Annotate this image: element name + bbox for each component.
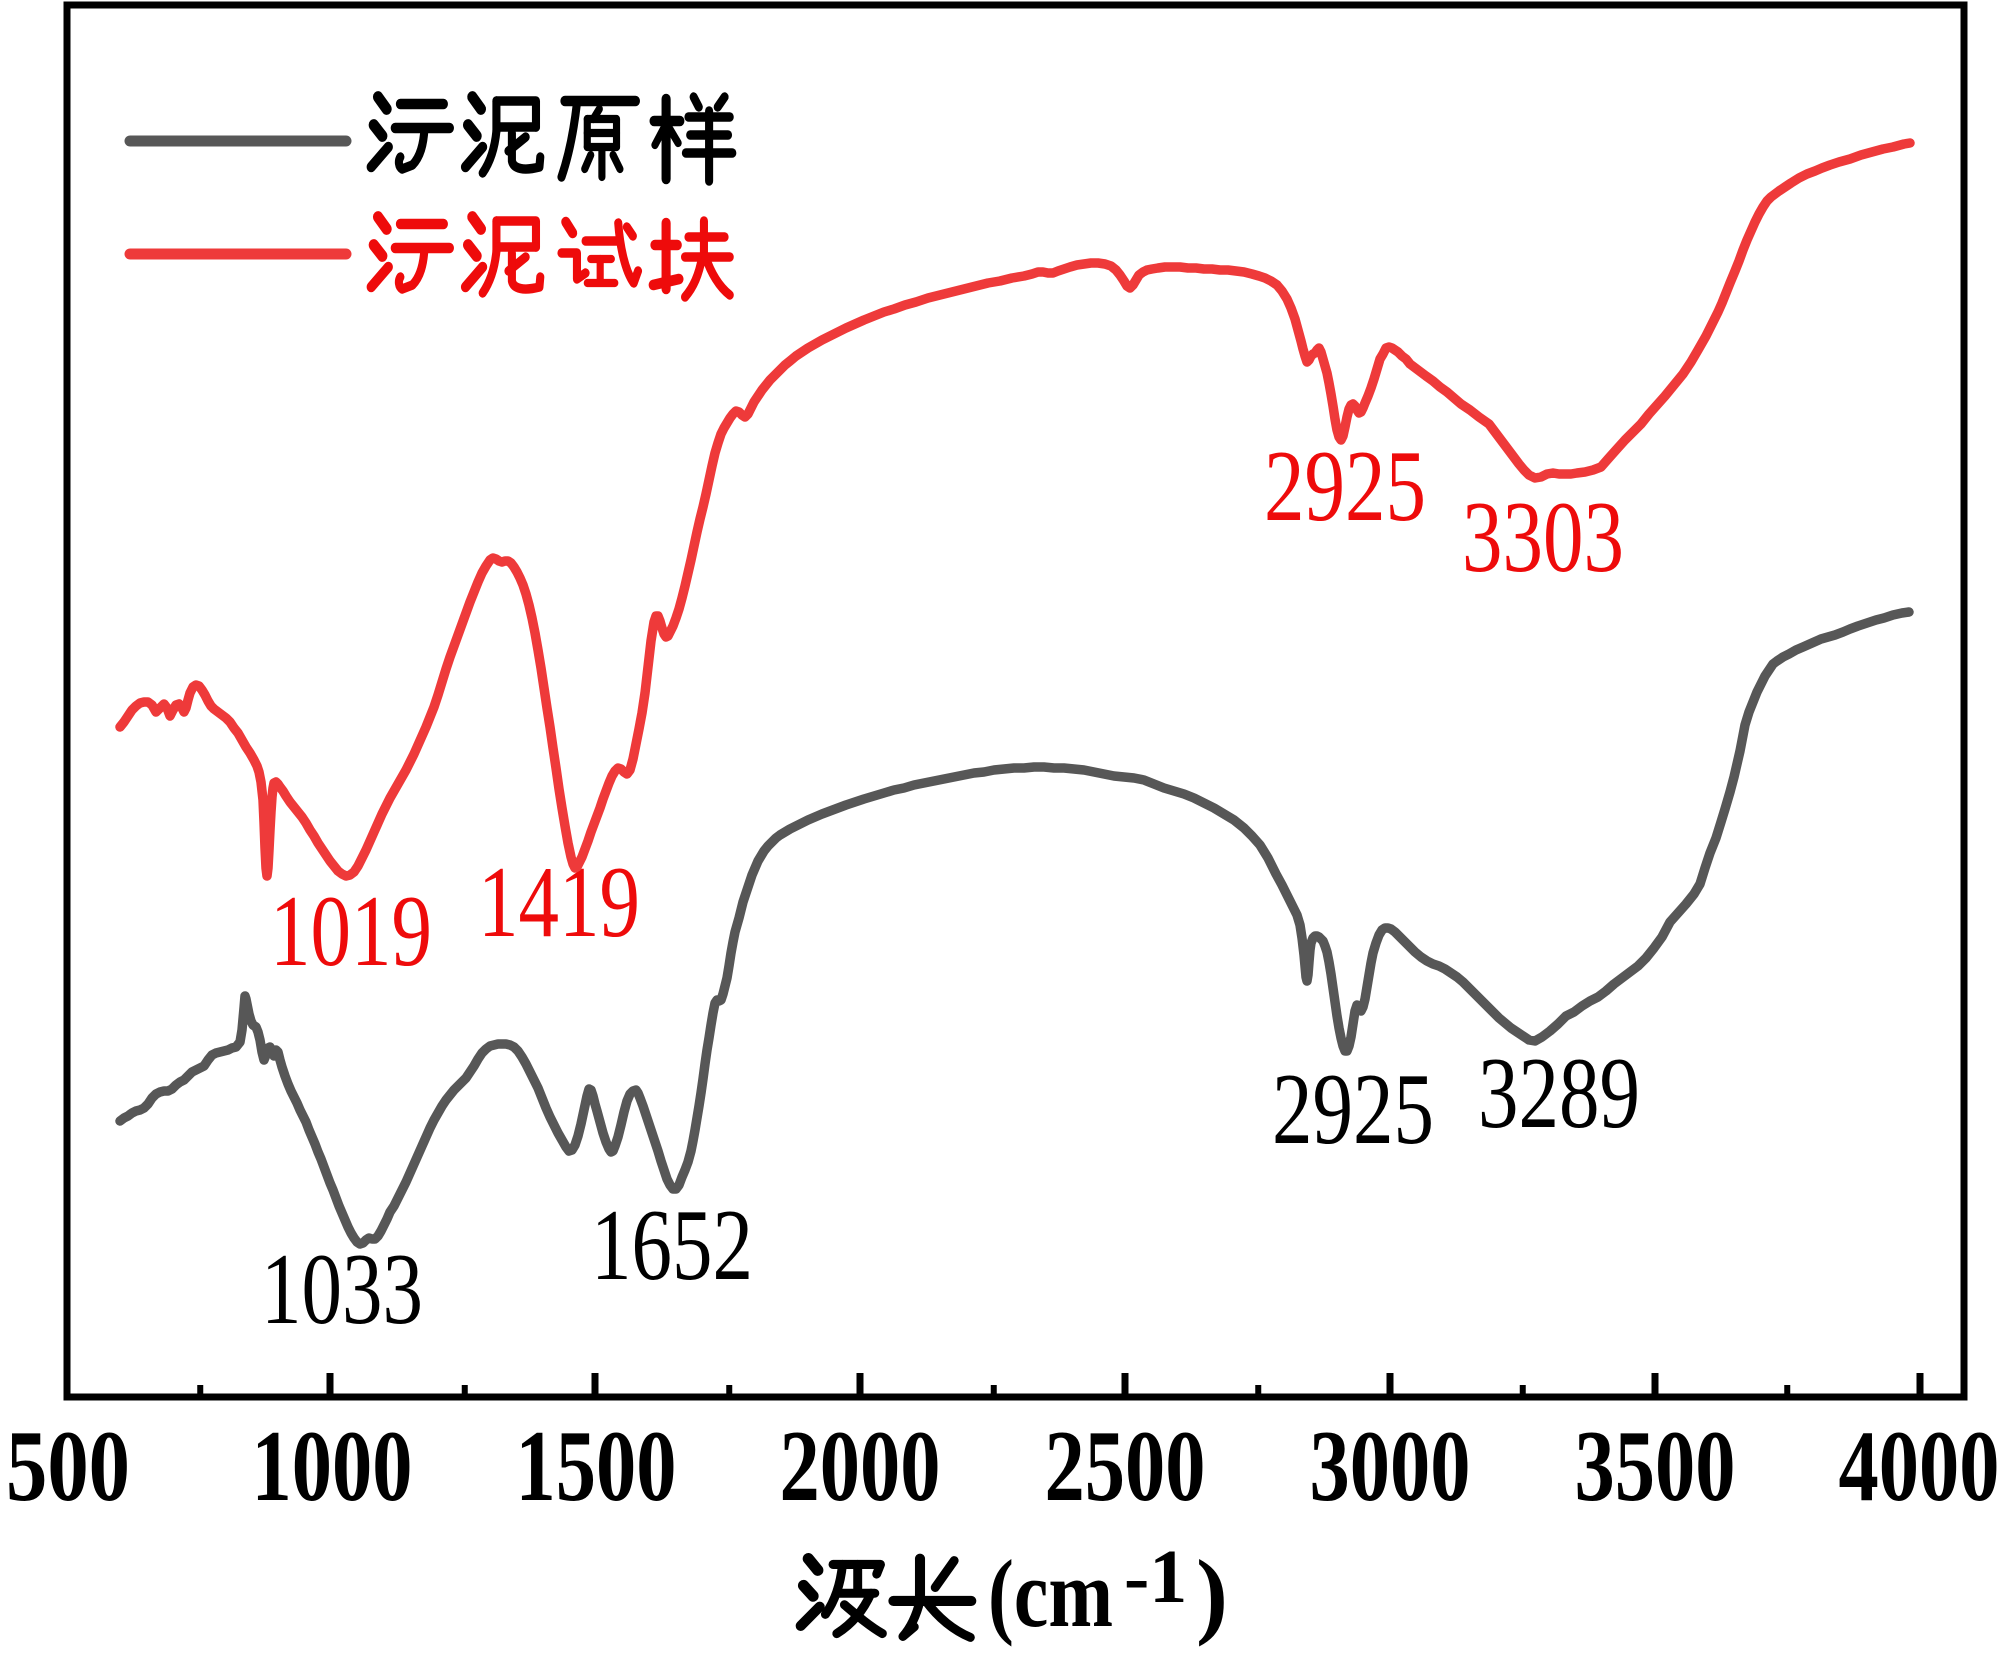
svg-text:2925: 2925 xyxy=(1272,1053,1434,1166)
svg-text:(cm: (cm xyxy=(988,1540,1113,1647)
svg-text:1500: 1500 xyxy=(516,1410,677,1523)
svg-text:3500: 3500 xyxy=(1575,1410,1736,1523)
svg-text:2000: 2000 xyxy=(780,1410,941,1523)
svg-text:500: 500 xyxy=(6,1410,130,1523)
svg-text:1419: 1419 xyxy=(478,846,640,959)
svg-text:4000: 4000 xyxy=(1839,1410,2000,1523)
svg-text:3000: 3000 xyxy=(1310,1410,1471,1523)
svg-text:2925: 2925 xyxy=(1264,430,1426,543)
svg-text:3303: 3303 xyxy=(1462,481,1624,594)
svg-text:): ) xyxy=(1196,1540,1228,1647)
svg-text:1000: 1000 xyxy=(252,1410,413,1523)
svg-text:1033: 1033 xyxy=(261,1233,423,1346)
svg-text:2500: 2500 xyxy=(1045,1410,1206,1523)
svg-text:3289: 3289 xyxy=(1478,1037,1640,1150)
svg-text:-1: -1 xyxy=(1124,1535,1187,1619)
svg-text:1652: 1652 xyxy=(591,1189,753,1302)
svg-text:1019: 1019 xyxy=(270,875,432,988)
